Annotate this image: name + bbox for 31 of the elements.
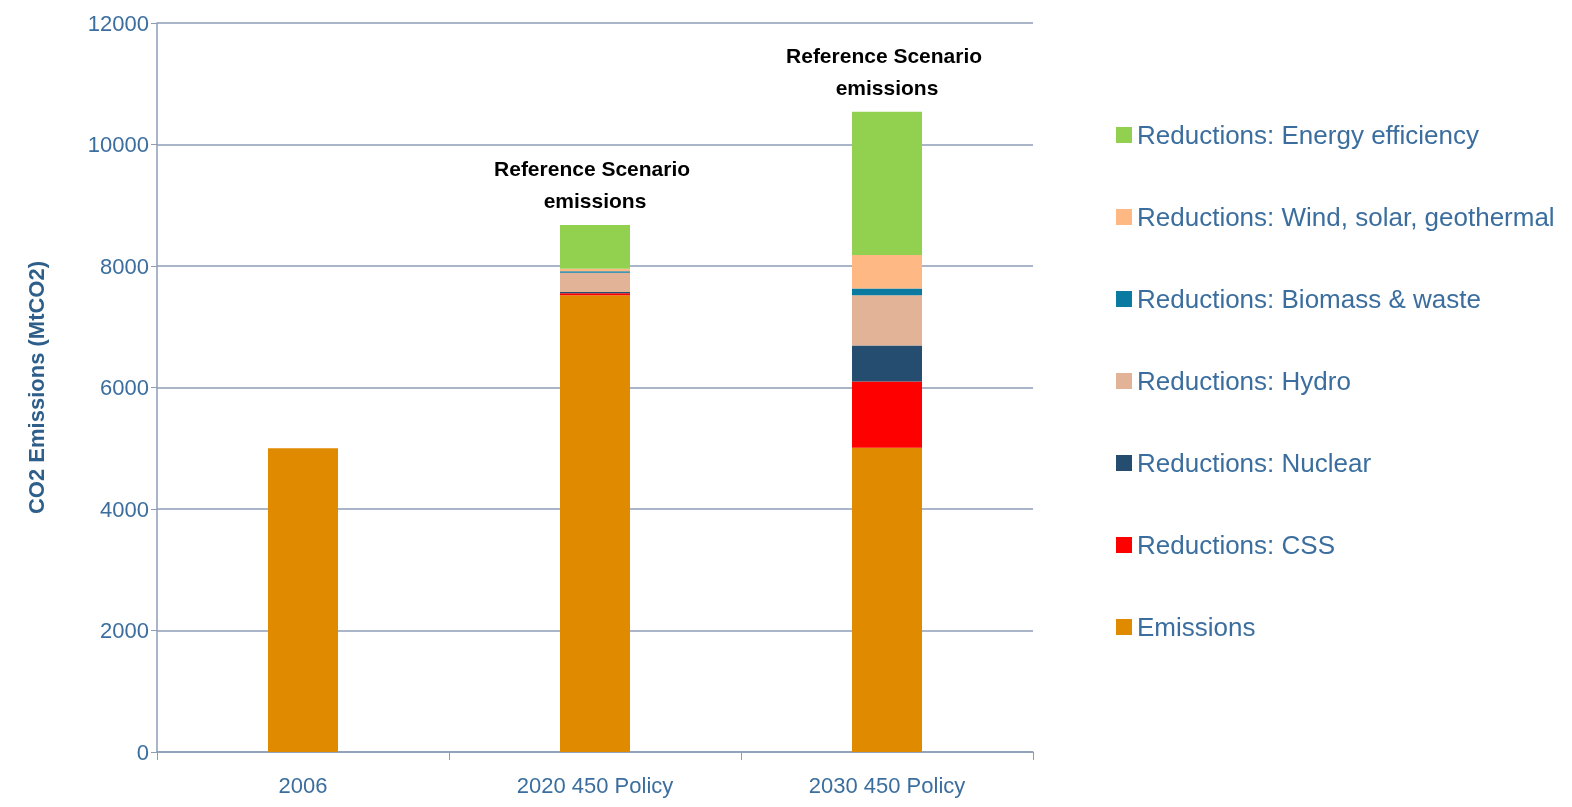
x-tick-label: 2020 450 Policy [516,772,674,798]
legend-label: Reductions: Biomass & waste [1137,284,1481,314]
y-tick-label: 10000 [87,132,149,157]
y-tick-label: 12000 [87,10,149,36]
annotation: Reference Scenario emissions [494,157,696,213]
y-tick-label: 0 [136,739,149,765]
bar [852,381,922,448]
x-tick-label: 2030 450 Policy [808,772,966,798]
x-tick-label: 2006 [278,772,328,798]
bar [852,111,922,256]
bar [852,255,922,289]
bar [560,295,630,752]
y-tick-label: 6000 [100,375,149,400]
legend-label: Reductions: CSS [1137,530,1335,560]
bar [852,345,922,382]
legend-label: Reductions: Hydro [1137,366,1351,396]
bar [852,295,922,346]
y-tick-label: 2000 [100,618,149,643]
y-axis-title: CO2 Emissions (MtCO2) [23,260,49,515]
y-tick-label: 4000 [100,496,149,522]
legend-label: Reductions: Energy efficiency [1137,120,1480,150]
legend-label: Reductions: Wind, solar, geothermal [1137,202,1555,232]
bar [852,447,922,752]
legend-label: Reductions: Nuclear [1137,448,1372,478]
bar [560,224,630,269]
legend-label: Emissions [1137,612,1256,642]
bar [268,448,338,752]
bar [560,272,630,293]
y-tick-label: 8000 [100,253,149,279]
bar [852,288,922,296]
annotation: Reference Scenario emissions [786,44,988,100]
